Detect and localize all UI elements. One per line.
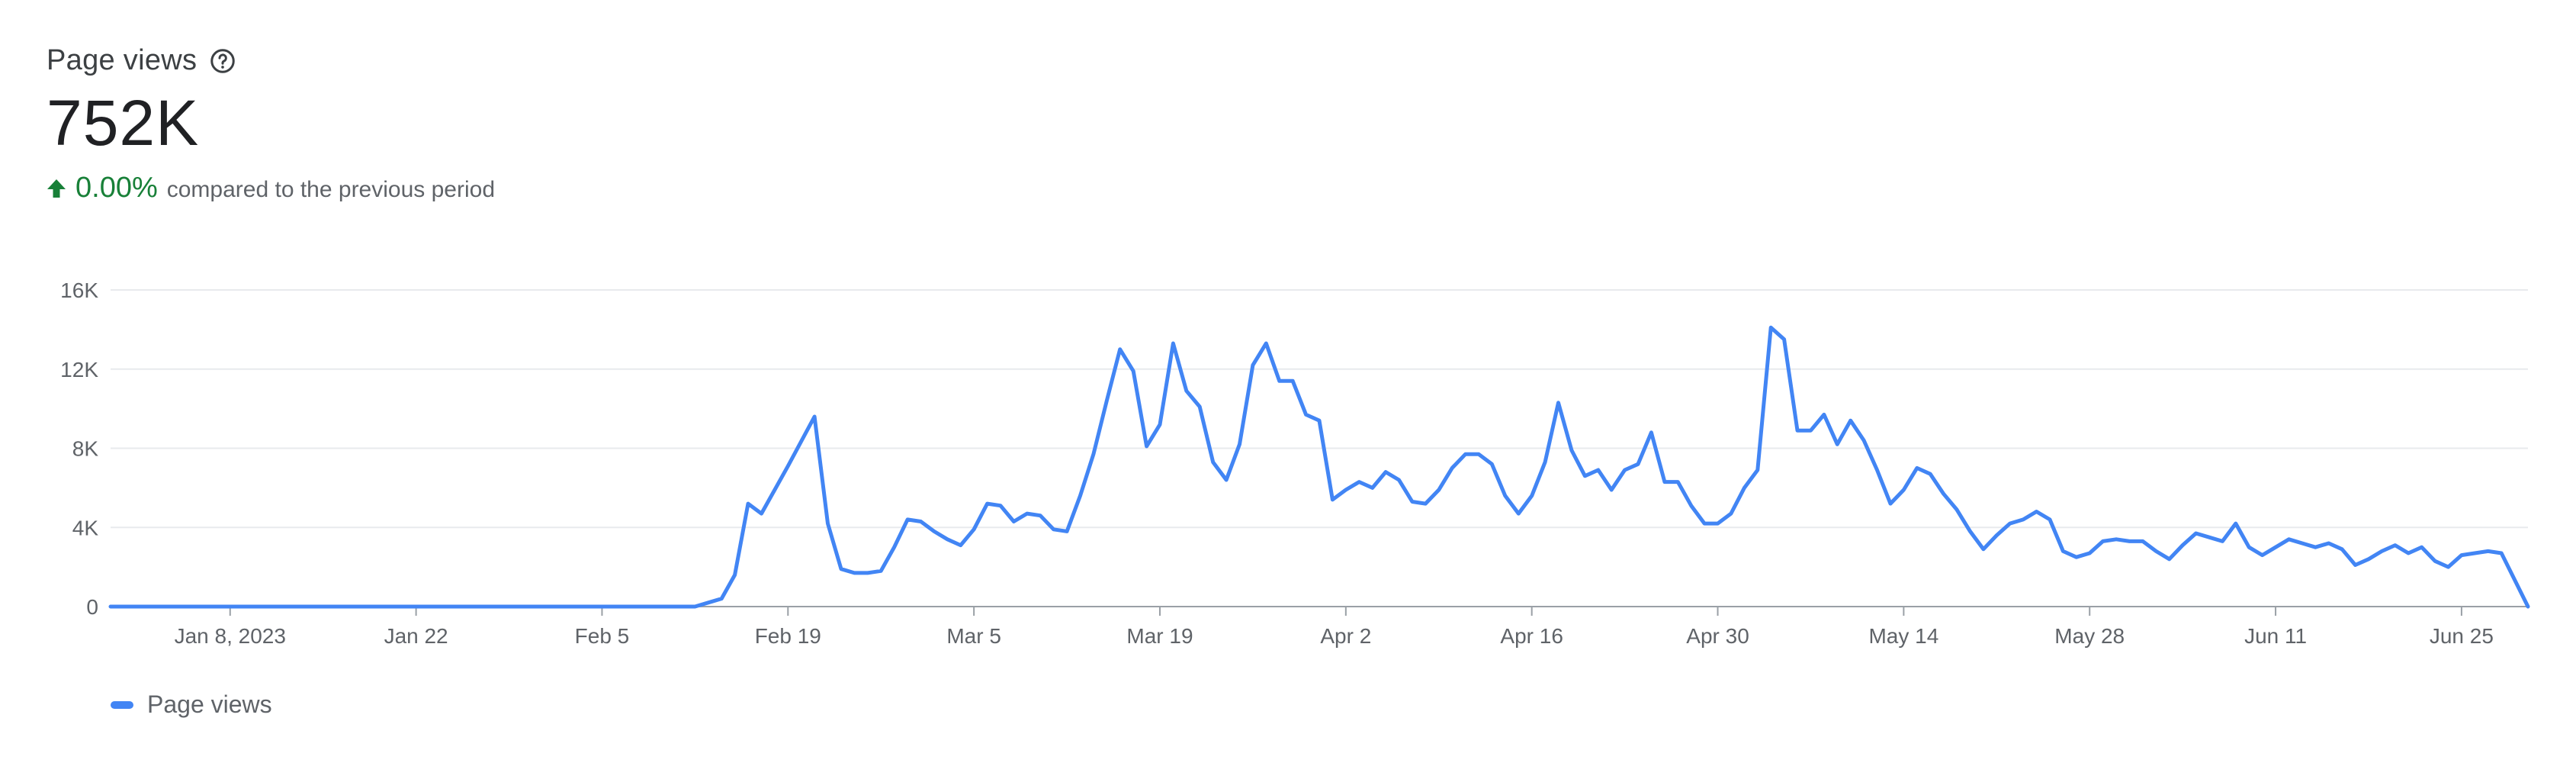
y-tick-label: 8K (72, 437, 99, 461)
legend-swatch (111, 700, 133, 709)
page-title: Page views (47, 44, 198, 76)
delta-row: 0.00% compared to the previous period (47, 172, 495, 204)
y-tick-label: 4K (72, 516, 99, 539)
x-tick-label: Apr 2 (1320, 624, 1371, 648)
x-tick-label: May 14 (1868, 624, 1938, 648)
compare-text: compared to the previous period (166, 177, 496, 202)
x-tick-label: Mar 5 (946, 624, 1001, 648)
y-tick-label: 12K (60, 358, 98, 382)
title-row: Page views (47, 44, 495, 77)
x-tick-label: Apr 16 (1500, 624, 1563, 648)
arrow-up-icon (47, 178, 66, 199)
x-tick-label: May 28 (2054, 624, 2125, 648)
delta-value: 0.00% (75, 172, 158, 204)
legend-label: Page views (147, 691, 272, 718)
y-tick-label: 0 (86, 595, 98, 619)
y-tick-label: 16K (60, 278, 98, 302)
x-tick-label: Feb 19 (755, 624, 821, 648)
x-tick-label: Jan 22 (384, 624, 448, 648)
series-line-page-views (108, 325, 2530, 609)
metric-header: Page views 752K 0.00% compared to the pr… (47, 44, 495, 204)
x-tick-label: Jan 8, 2023 (175, 624, 286, 648)
x-tick-label: Apr 30 (1686, 624, 1749, 648)
x-tick-label: Mar 19 (1126, 624, 1193, 648)
x-tick-label: Feb 5 (575, 624, 630, 648)
x-tick-label: Jun 11 (2244, 624, 2307, 648)
metric-value: 752K (47, 87, 200, 159)
help-circle-icon[interactable] (209, 47, 236, 75)
legend[interactable]: Page views (111, 691, 272, 719)
x-tick-label: Jun 25 (2430, 624, 2494, 648)
